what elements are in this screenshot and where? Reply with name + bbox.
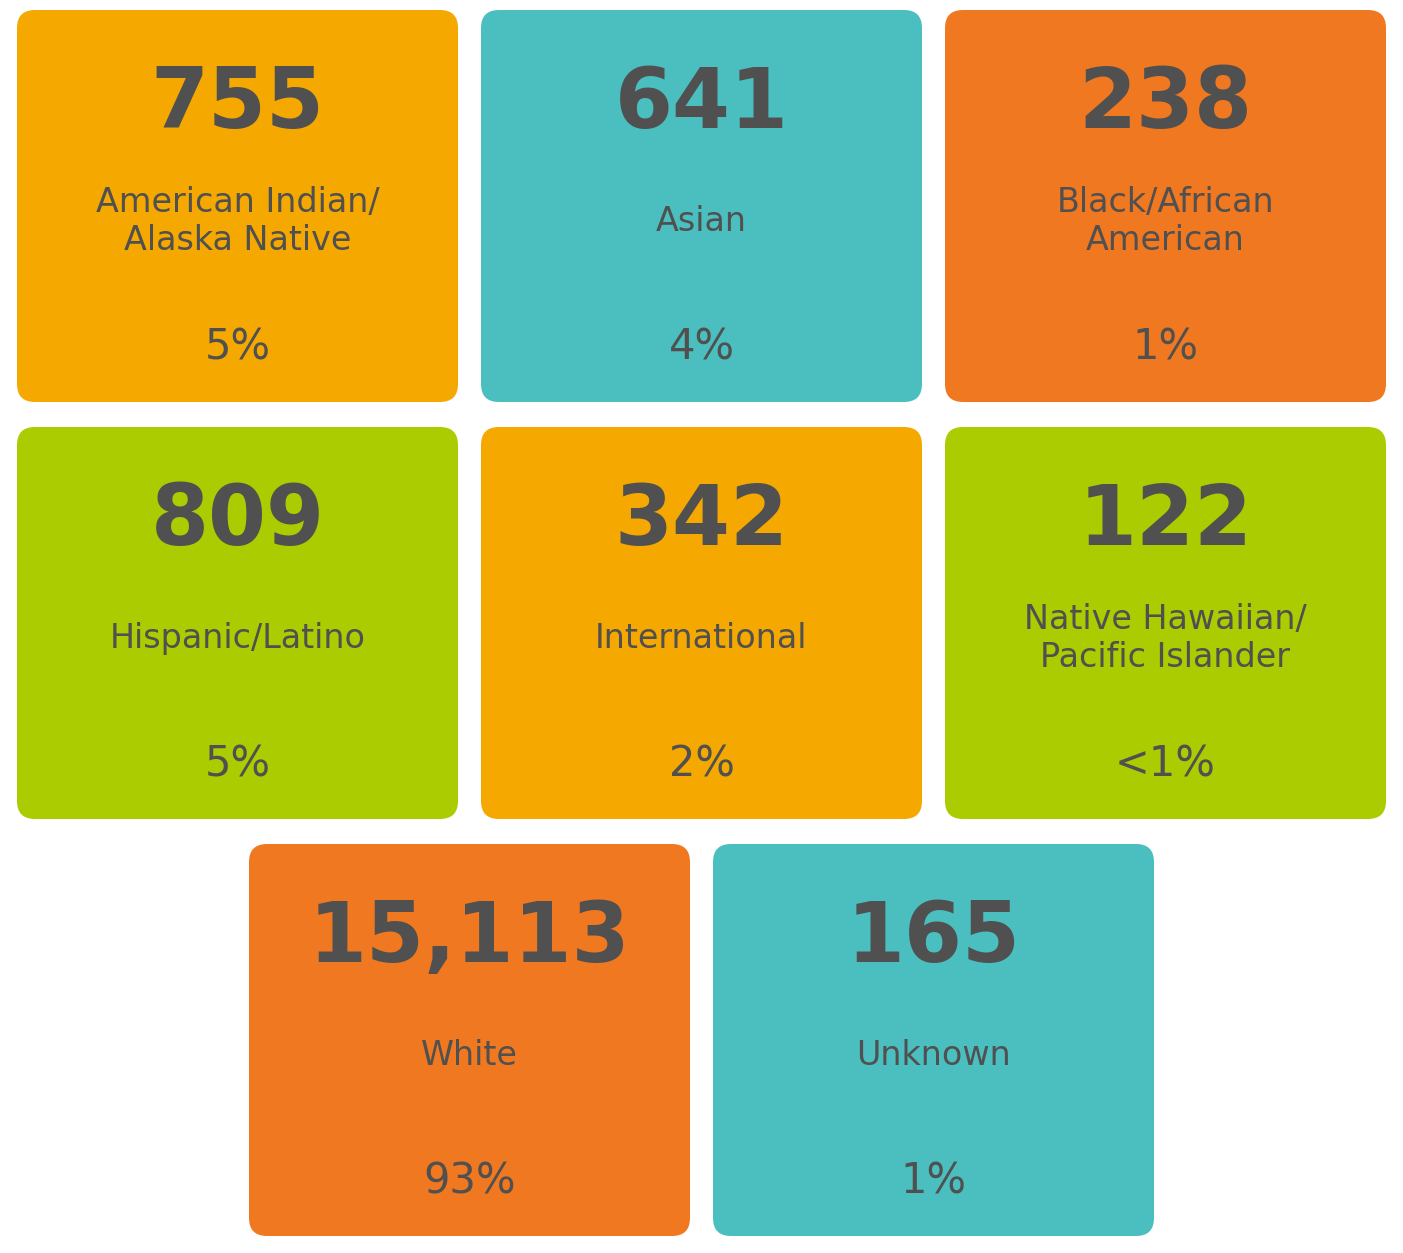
FancyBboxPatch shape: [946, 427, 1386, 819]
Text: Asian: Asian: [657, 205, 746, 238]
Text: 809: 809: [150, 481, 324, 561]
Text: Native Hawaiian/
Pacific Islander: Native Hawaiian/ Pacific Islander: [1024, 603, 1306, 674]
Text: 641: 641: [615, 64, 788, 144]
Text: American Indian/
Alaska Native: American Indian/ Alaska Native: [95, 187, 379, 257]
Text: 2%: 2%: [669, 743, 734, 786]
FancyBboxPatch shape: [713, 845, 1155, 1235]
Text: 15,113: 15,113: [309, 897, 630, 979]
Text: 122: 122: [1079, 481, 1253, 561]
Text: Unknown: Unknown: [856, 1039, 1012, 1073]
FancyBboxPatch shape: [946, 10, 1386, 402]
Text: 1%: 1%: [1132, 326, 1198, 368]
Text: 1%: 1%: [901, 1160, 967, 1202]
FancyBboxPatch shape: [17, 427, 457, 819]
Text: International: International: [595, 623, 808, 655]
FancyBboxPatch shape: [17, 10, 457, 402]
Text: 5%: 5%: [205, 743, 271, 786]
Text: 755: 755: [150, 64, 324, 144]
FancyBboxPatch shape: [248, 845, 690, 1235]
Text: <1%: <1%: [1115, 743, 1216, 786]
Text: 5%: 5%: [205, 326, 271, 368]
Text: Hispanic/Latino: Hispanic/Latino: [109, 623, 366, 655]
FancyBboxPatch shape: [481, 427, 922, 819]
Text: White: White: [421, 1039, 518, 1073]
Text: 165: 165: [846, 897, 1020, 979]
Text: 93%: 93%: [424, 1160, 516, 1202]
Text: 238: 238: [1079, 64, 1253, 144]
Text: 4%: 4%: [668, 326, 735, 368]
Text: 342: 342: [615, 481, 788, 561]
Text: Black/African
American: Black/African American: [1056, 187, 1274, 257]
FancyBboxPatch shape: [481, 10, 922, 402]
